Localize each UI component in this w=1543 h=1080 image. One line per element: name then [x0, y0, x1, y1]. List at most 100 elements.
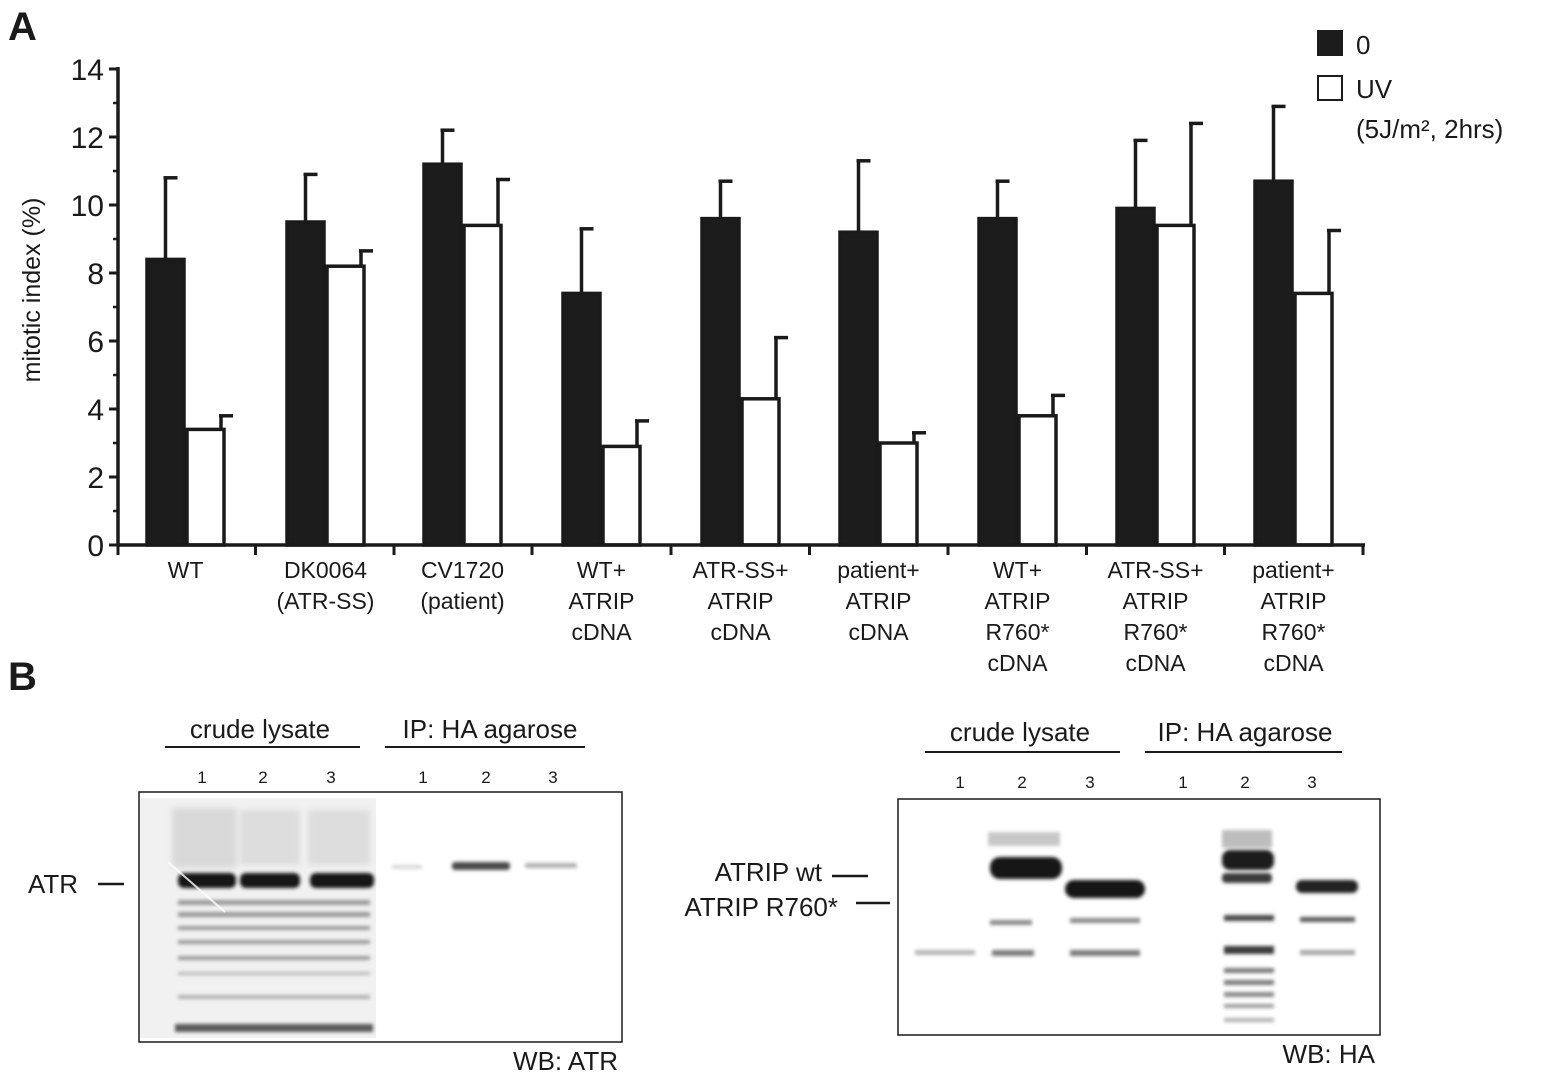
x-category-label: ATR-SS+ ATRIP cDNA — [692, 557, 788, 645]
blot-left-lane: 2 — [481, 768, 490, 787]
x-category-label-line: cDNA — [987, 650, 1048, 676]
x-category-label-line: ATRIP — [1122, 588, 1188, 614]
blot-right-lane: 3 — [1307, 773, 1316, 792]
blot-left-wb-label: WB: ATR — [513, 1046, 618, 1076]
legend-swatch-uv — [1317, 75, 1343, 101]
blot-right: crude lysate IP: HA agarose 1 2 3 1 2 3 — [684, 717, 1381, 1069]
x-category-label-line: R760* — [1124, 619, 1188, 645]
blot-right-lane: 2 — [1017, 773, 1026, 792]
x-category-label-line: cDNA — [1125, 650, 1186, 676]
x-category-label-line: ATRIP — [845, 588, 911, 614]
bar-0 — [1115, 206, 1156, 547]
y-tick-label: 6 — [87, 326, 104, 359]
y-tick-label: 14 — [71, 54, 104, 87]
blot-right-group-ip: IP: HA agarose — [1158, 717, 1333, 747]
legend-label-uv: UV — [1356, 74, 1393, 104]
x-category-label-line: WT+ — [577, 557, 626, 583]
blot-left-lane: 1 — [418, 768, 427, 787]
blot-left-group-ip: IP: HA agarose — [403, 714, 578, 744]
blot-right-band-label-r760: ATRIP R760* — [684, 892, 838, 922]
y-tick-label: 8 — [87, 258, 104, 291]
blot-left: crude lysate IP: HA agarose 1 2 3 1 2 3 — [28, 714, 623, 1076]
x-category-label-line: patient+ — [837, 557, 920, 583]
blot-left-bands — [140, 798, 577, 1038]
bars — [145, 104, 1341, 547]
x-category-label: WT — [168, 557, 204, 583]
x-category-label-line: DK0064 — [284, 557, 367, 583]
x-category-label-line: ATRIP — [984, 588, 1050, 614]
legend-swatch-0 — [1317, 30, 1343, 56]
blot-right-membrane — [897, 798, 1381, 1036]
x-category-label-line: R760* — [1262, 619, 1326, 645]
x-category-label-line: (patient) — [420, 588, 504, 614]
panel-a-label: A — [8, 5, 37, 49]
bar-0 — [422, 162, 463, 547]
y-axis: 0 2 4 6 8 10 12 14 — [71, 54, 120, 563]
blot-right-lane: 1 — [1178, 773, 1187, 792]
x-category-label: WT+ ATRIP cDNA — [568, 557, 634, 645]
x-category-label: WT+ ATRIP R760* cDNA — [984, 557, 1050, 676]
x-category-label: patient+ ATRIP cDNA — [837, 557, 920, 645]
x-category-label-line: (ATR-SS) — [277, 588, 375, 614]
bar-uv — [601, 444, 642, 547]
blot-left-lane: 3 — [326, 768, 335, 787]
bar-uv — [462, 223, 503, 547]
blot-right-lane: 3 — [1085, 773, 1094, 792]
x-category-label-line: ATRIP — [568, 588, 634, 614]
x-category-label-line: R760* — [986, 619, 1050, 645]
bar-chart: mitotic index (%) 0 2 4 6 8 10 12 14 WT DK0064 (A… — [18, 30, 1503, 676]
blot-left-band-label: ATR — [28, 869, 78, 899]
x-category-label-line: patient+ — [1252, 557, 1335, 583]
blot-left-lane: 3 — [548, 768, 557, 787]
y-axis-label: mitotic index (%) — [18, 198, 46, 383]
x-axis: WT DK0064 (ATR-SS) CV1720 (patient) WT+ ATRIP c… — [116, 543, 1365, 676]
x-category-label-line: CV1720 — [421, 557, 504, 583]
bar-0 — [561, 291, 602, 547]
blot-right-bands — [915, 830, 1358, 1022]
legend-label-0: 0 — [1356, 30, 1370, 60]
legend-note: (5J/m², 2hrs) — [1356, 114, 1503, 144]
bar-0 — [700, 216, 741, 547]
x-category-label-line: ATR-SS+ — [692, 557, 788, 583]
bar-uv — [878, 441, 919, 547]
y-tick-label: 0 — [87, 530, 104, 563]
blot-right-wb-label: WB: HA — [1283, 1039, 1376, 1069]
blot-left-lane: 1 — [197, 768, 206, 787]
x-category-label: DK0064 (ATR-SS) — [277, 557, 375, 614]
x-category-label-line: ATR-SS+ — [1107, 557, 1203, 583]
bar-uv — [740, 397, 781, 547]
x-category-label-line: WT+ — [993, 557, 1042, 583]
y-tick-label: 4 — [87, 394, 104, 427]
y-tick-label: 10 — [71, 190, 104, 223]
x-category-label: ATR-SS+ ATRIP R760* cDNA — [1107, 557, 1203, 676]
x-category-label-line: ATRIP — [707, 588, 773, 614]
blot-right-group-crude: crude lysate — [950, 717, 1090, 747]
bar-0 — [1253, 179, 1294, 547]
y-tick-label: 2 — [87, 462, 104, 495]
bar-uv — [1293, 291, 1334, 547]
bar-uv — [1155, 223, 1196, 547]
legend: 0 UV (5J/m², 2hrs) — [1317, 30, 1503, 144]
x-category-label-line: WT — [168, 557, 204, 583]
blot-right-band-label-wt: ATRIP wt — [715, 857, 823, 887]
bar-0 — [977, 216, 1018, 547]
x-category-label-line: cDNA — [1263, 650, 1324, 676]
bar-0 — [285, 220, 326, 547]
blot-right-lane: 1 — [955, 773, 964, 792]
blot-right-lane: 2 — [1240, 773, 1249, 792]
x-category-label-line: cDNA — [571, 619, 632, 645]
blot-left-lane: 2 — [258, 768, 267, 787]
bar-uv — [1017, 414, 1058, 547]
bar-0 — [838, 230, 879, 547]
x-category-label-line: ATRIP — [1260, 588, 1326, 614]
x-category-label-line: cDNA — [848, 619, 909, 645]
y-tick-label: 12 — [71, 122, 104, 155]
x-category-label: patient+ ATRIP R760* cDNA — [1252, 557, 1335, 676]
panel-b-label: B — [8, 655, 37, 699]
bar-uv — [185, 427, 226, 547]
x-category-label-line: cDNA — [710, 619, 771, 645]
x-category-label: CV1720 (patient) — [420, 557, 504, 614]
blot-left-group-crude: crude lysate — [190, 714, 330, 744]
bar-0 — [145, 257, 186, 547]
